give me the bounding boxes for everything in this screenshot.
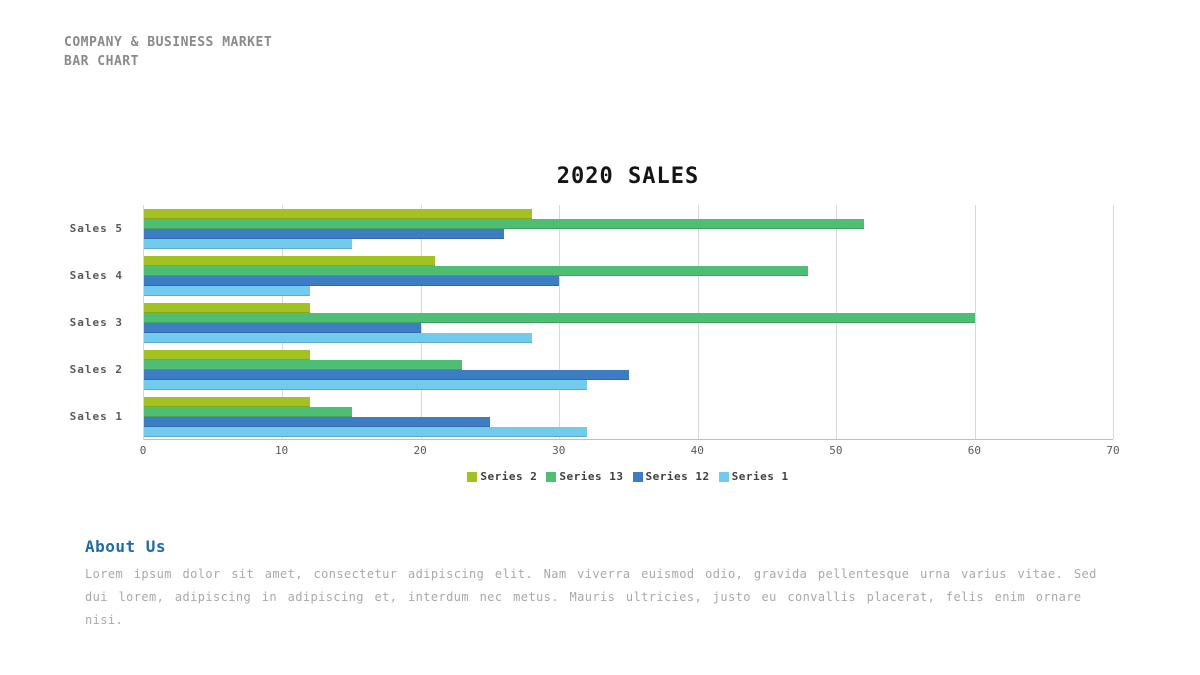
- bar-series-13-sales-3: [144, 312, 975, 323]
- x-tick-label: 30: [552, 444, 566, 457]
- legend-label: Series 13: [559, 470, 624, 483]
- header-line-2: BAR CHART: [64, 54, 139, 69]
- legend-swatch-icon: [546, 471, 557, 482]
- legend-item-series-12: Series 12: [632, 470, 710, 483]
- y-category-label: Sales 2: [69, 363, 123, 376]
- bar-series-1-sales-4: [144, 285, 311, 296]
- legend-label: Series 1: [731, 470, 789, 483]
- legend-swatch-icon: [718, 471, 729, 482]
- bar-group-sales-1: [144, 393, 1113, 440]
- legend-item-series-2: Series 2: [467, 470, 537, 483]
- bar-series-2-sales-3: [144, 302, 311, 313]
- x-tick-label: 40: [690, 444, 704, 457]
- legend-item-series-1: Series 1: [718, 470, 789, 483]
- about-body: Lorem ipsum dolor sit amet, consectetur …: [85, 567, 1097, 627]
- bar-series-13-sales-5: [144, 218, 864, 229]
- slide-header: COMPANY & BUSINESS MARKET BAR CHART: [64, 33, 272, 71]
- bar-series-1-sales-5: [144, 238, 352, 249]
- x-tick-label: 70: [1106, 444, 1120, 457]
- bar-group-sales-4: [144, 252, 1113, 299]
- y-category-label: Sales 4: [69, 269, 123, 282]
- bar-series-1-sales-3: [144, 332, 532, 343]
- about-title: About Us: [85, 537, 167, 556]
- legend-swatch-icon: [632, 471, 643, 482]
- x-tick-label: 0: [139, 444, 147, 457]
- bar-series-1-sales-2: [144, 379, 587, 390]
- bar-series-2-sales-2: [144, 349, 311, 360]
- header-line-1: COMPANY & BUSINESS MARKET: [64, 35, 273, 50]
- bar-series-2-sales-1: [144, 396, 311, 407]
- gridline: [1113, 205, 1114, 439]
- bar-series-2-sales-4: [144, 255, 435, 266]
- bar-series-13-sales-4: [144, 265, 809, 276]
- x-tick-label: 50: [829, 444, 843, 457]
- bar-series-12-sales-3: [144, 322, 421, 333]
- bar-series-12-sales-4: [144, 275, 560, 286]
- plot-area: [143, 205, 1114, 440]
- gridline: [974, 205, 976, 439]
- bar-group-sales-5: [144, 205, 1113, 252]
- bar-series-12-sales-1: [144, 416, 491, 427]
- x-tick-label: 20: [413, 444, 427, 457]
- x-tick-label: 60: [967, 444, 982, 457]
- legend-swatch-icon: [467, 471, 478, 482]
- legend-label: Series 12: [645, 470, 710, 483]
- bar-group-sales-3: [144, 299, 1113, 346]
- x-tick-label: 10: [274, 444, 289, 457]
- chart-legend: Series 2 Series 13 Series 12 Series 1: [143, 470, 1113, 483]
- bar-series-12-sales-2: [144, 369, 629, 380]
- bar-series-2-sales-5: [144, 208, 532, 219]
- legend-label: Series 2: [480, 470, 538, 483]
- y-category-label: Sales 1: [69, 410, 123, 423]
- y-axis-labels: Sales 5 Sales 4 Sales 3 Sales 2 Sales 1: [0, 205, 133, 440]
- bar-series-1-sales-1: [144, 426, 587, 437]
- x-axis-labels: 0 10 20 30 40 50 60 70: [139, 444, 1120, 458]
- bar-series-13-sales-1: [144, 406, 352, 417]
- legend-item-series-13: Series 13: [546, 470, 623, 483]
- y-category-label: Sales 5: [69, 222, 123, 235]
- y-category-label: Sales 3: [69, 316, 123, 329]
- chart-title: 2020 SALES: [556, 164, 700, 189]
- bar-series-12-sales-5: [144, 228, 504, 239]
- bar-group-sales-2: [144, 346, 1113, 393]
- bar-series-13-sales-2: [144, 359, 463, 370]
